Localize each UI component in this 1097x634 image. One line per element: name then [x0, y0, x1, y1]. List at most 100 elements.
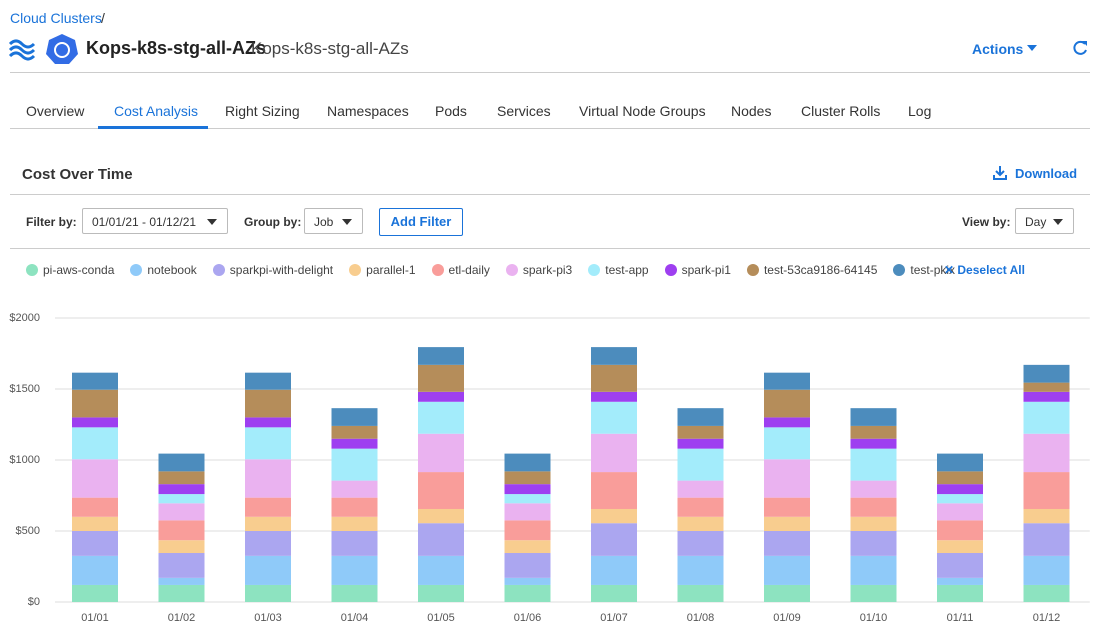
bar-segment: [591, 523, 637, 556]
y-tick-label: $1000: [9, 454, 40, 466]
tab[interactable]: Pods: [435, 103, 467, 119]
bar-segment: [678, 439, 724, 449]
tab[interactable]: Nodes: [731, 103, 771, 119]
bar-segment: [418, 472, 464, 509]
actions-caret[interactable]: [1027, 45, 1037, 51]
deselect-all-text[interactable]: Deselect All: [957, 263, 1025, 277]
refresh-icon[interactable]: [1071, 39, 1089, 57]
download-button[interactable]: Download: [1015, 166, 1077, 181]
bar-segment: [72, 498, 118, 517]
bar-segment: [245, 373, 291, 390]
k8s-logo: [46, 34, 78, 64]
bar-segment: [159, 503, 205, 520]
bar-segment: [245, 517, 291, 531]
bar-segment: [1024, 556, 1070, 585]
legend-item[interactable]: test-53ca9186-64145: [747, 263, 877, 277]
y-tick-label: $500: [16, 525, 40, 537]
bar-segment: [72, 517, 118, 531]
legend-dot: [588, 264, 600, 276]
bar-segment: [937, 503, 983, 520]
legend-item[interactable]: notebook: [130, 263, 196, 277]
bar-segment: [505, 484, 551, 494]
bar-segment: [591, 509, 637, 523]
wave-logo: [10, 41, 34, 59]
legend: pi-aws-conda notebook sparkpi-with-delight…: [26, 263, 955, 277]
legend-item[interactable]: etl-daily: [432, 263, 490, 277]
legend-item[interactable]: parallel-1: [349, 263, 415, 277]
bar-segment: [159, 520, 205, 540]
bar-segment: [678, 556, 724, 585]
legend-item[interactable]: pi-aws-conda: [26, 263, 114, 277]
legend-item[interactable]: spark-pi3: [506, 263, 572, 277]
x-tick-label: 01/03: [254, 612, 282, 624]
deselect-all[interactable]: ✕ Deselect All: [944, 263, 1025, 277]
tab[interactable]: Log: [908, 103, 931, 119]
bar-segment: [332, 426, 378, 439]
legend-item[interactable]: spark-pi1: [665, 263, 731, 277]
bar-segment: [851, 531, 897, 556]
bar-segment: [764, 417, 810, 427]
bar-segment: [591, 402, 637, 434]
bar-segment: [764, 390, 810, 418]
bar-segment: [678, 481, 724, 498]
legend-label: spark-pi1: [682, 263, 731, 277]
download-icon[interactable]: [992, 165, 1008, 181]
tab[interactable]: Namespaces: [327, 103, 409, 119]
bar-segment: [159, 585, 205, 602]
bar-segment: [678, 585, 724, 602]
x-tick-label: 01/08: [687, 612, 715, 624]
x-tick-label: 01/01: [81, 612, 109, 624]
bar-segment: [245, 390, 291, 418]
bar-segment: [937, 585, 983, 602]
bar-segment: [159, 471, 205, 484]
bar-segment: [505, 454, 551, 472]
bar-segment: [1024, 402, 1070, 434]
group-select[interactable]: Job: [304, 208, 363, 234]
actions-button[interactable]: Actions: [972, 41, 1023, 57]
tab[interactable]: Cost Analysis: [114, 103, 198, 119]
filters-divider: [10, 248, 1090, 249]
bar-segment: [332, 408, 378, 426]
bar-segment: [332, 439, 378, 449]
legend-label: notebook: [147, 263, 196, 277]
breadcrumb-link[interactable]: Cloud Clusters: [10, 10, 102, 26]
bar-segment: [1024, 434, 1070, 472]
bar-segment: [1024, 365, 1070, 383]
tab[interactable]: Cluster Rolls: [801, 103, 880, 119]
tab[interactable]: Overview: [26, 103, 84, 119]
bar-segment: [245, 498, 291, 517]
legend-item[interactable]: sparkpi-with-delight: [213, 263, 333, 277]
bar-segment: [505, 471, 551, 484]
bar-segment: [418, 402, 464, 434]
bar-segment: [1024, 585, 1070, 602]
bar-segment: [418, 392, 464, 402]
tab[interactable]: Virtual Node Groups: [579, 103, 706, 119]
tab[interactable]: Right Sizing: [225, 103, 300, 119]
tab[interactable]: Services: [497, 103, 551, 119]
y-tick-label: $1500: [9, 383, 40, 395]
bar-segment: [1024, 472, 1070, 509]
bar-segment: [159, 540, 205, 553]
cluster-title: Kops-k8s-stg-all-AZs: [86, 38, 266, 59]
bar-segment: [937, 553, 983, 578]
bar-segment: [764, 556, 810, 585]
legend-dot: [893, 264, 905, 276]
bar-segment: [505, 503, 551, 520]
bar-segment: [678, 426, 724, 439]
bar-segment: [418, 509, 464, 523]
bar-segment: [764, 531, 810, 556]
date-select[interactable]: 01/01/21 - 01/12/21: [82, 208, 228, 234]
x-tick-label: 01/09: [773, 612, 801, 624]
legend-item[interactable]: test-app: [588, 263, 648, 277]
bar-segment: [851, 517, 897, 531]
legend-label: test-app: [605, 263, 648, 277]
bar-segment: [591, 392, 637, 402]
legend-dot: [432, 264, 444, 276]
bar-segment: [591, 556, 637, 585]
view-select[interactable]: Day: [1015, 208, 1074, 234]
section-divider: [10, 194, 1090, 195]
add-filter-button[interactable]: Add Filter: [379, 208, 463, 236]
bar-segment: [72, 417, 118, 427]
